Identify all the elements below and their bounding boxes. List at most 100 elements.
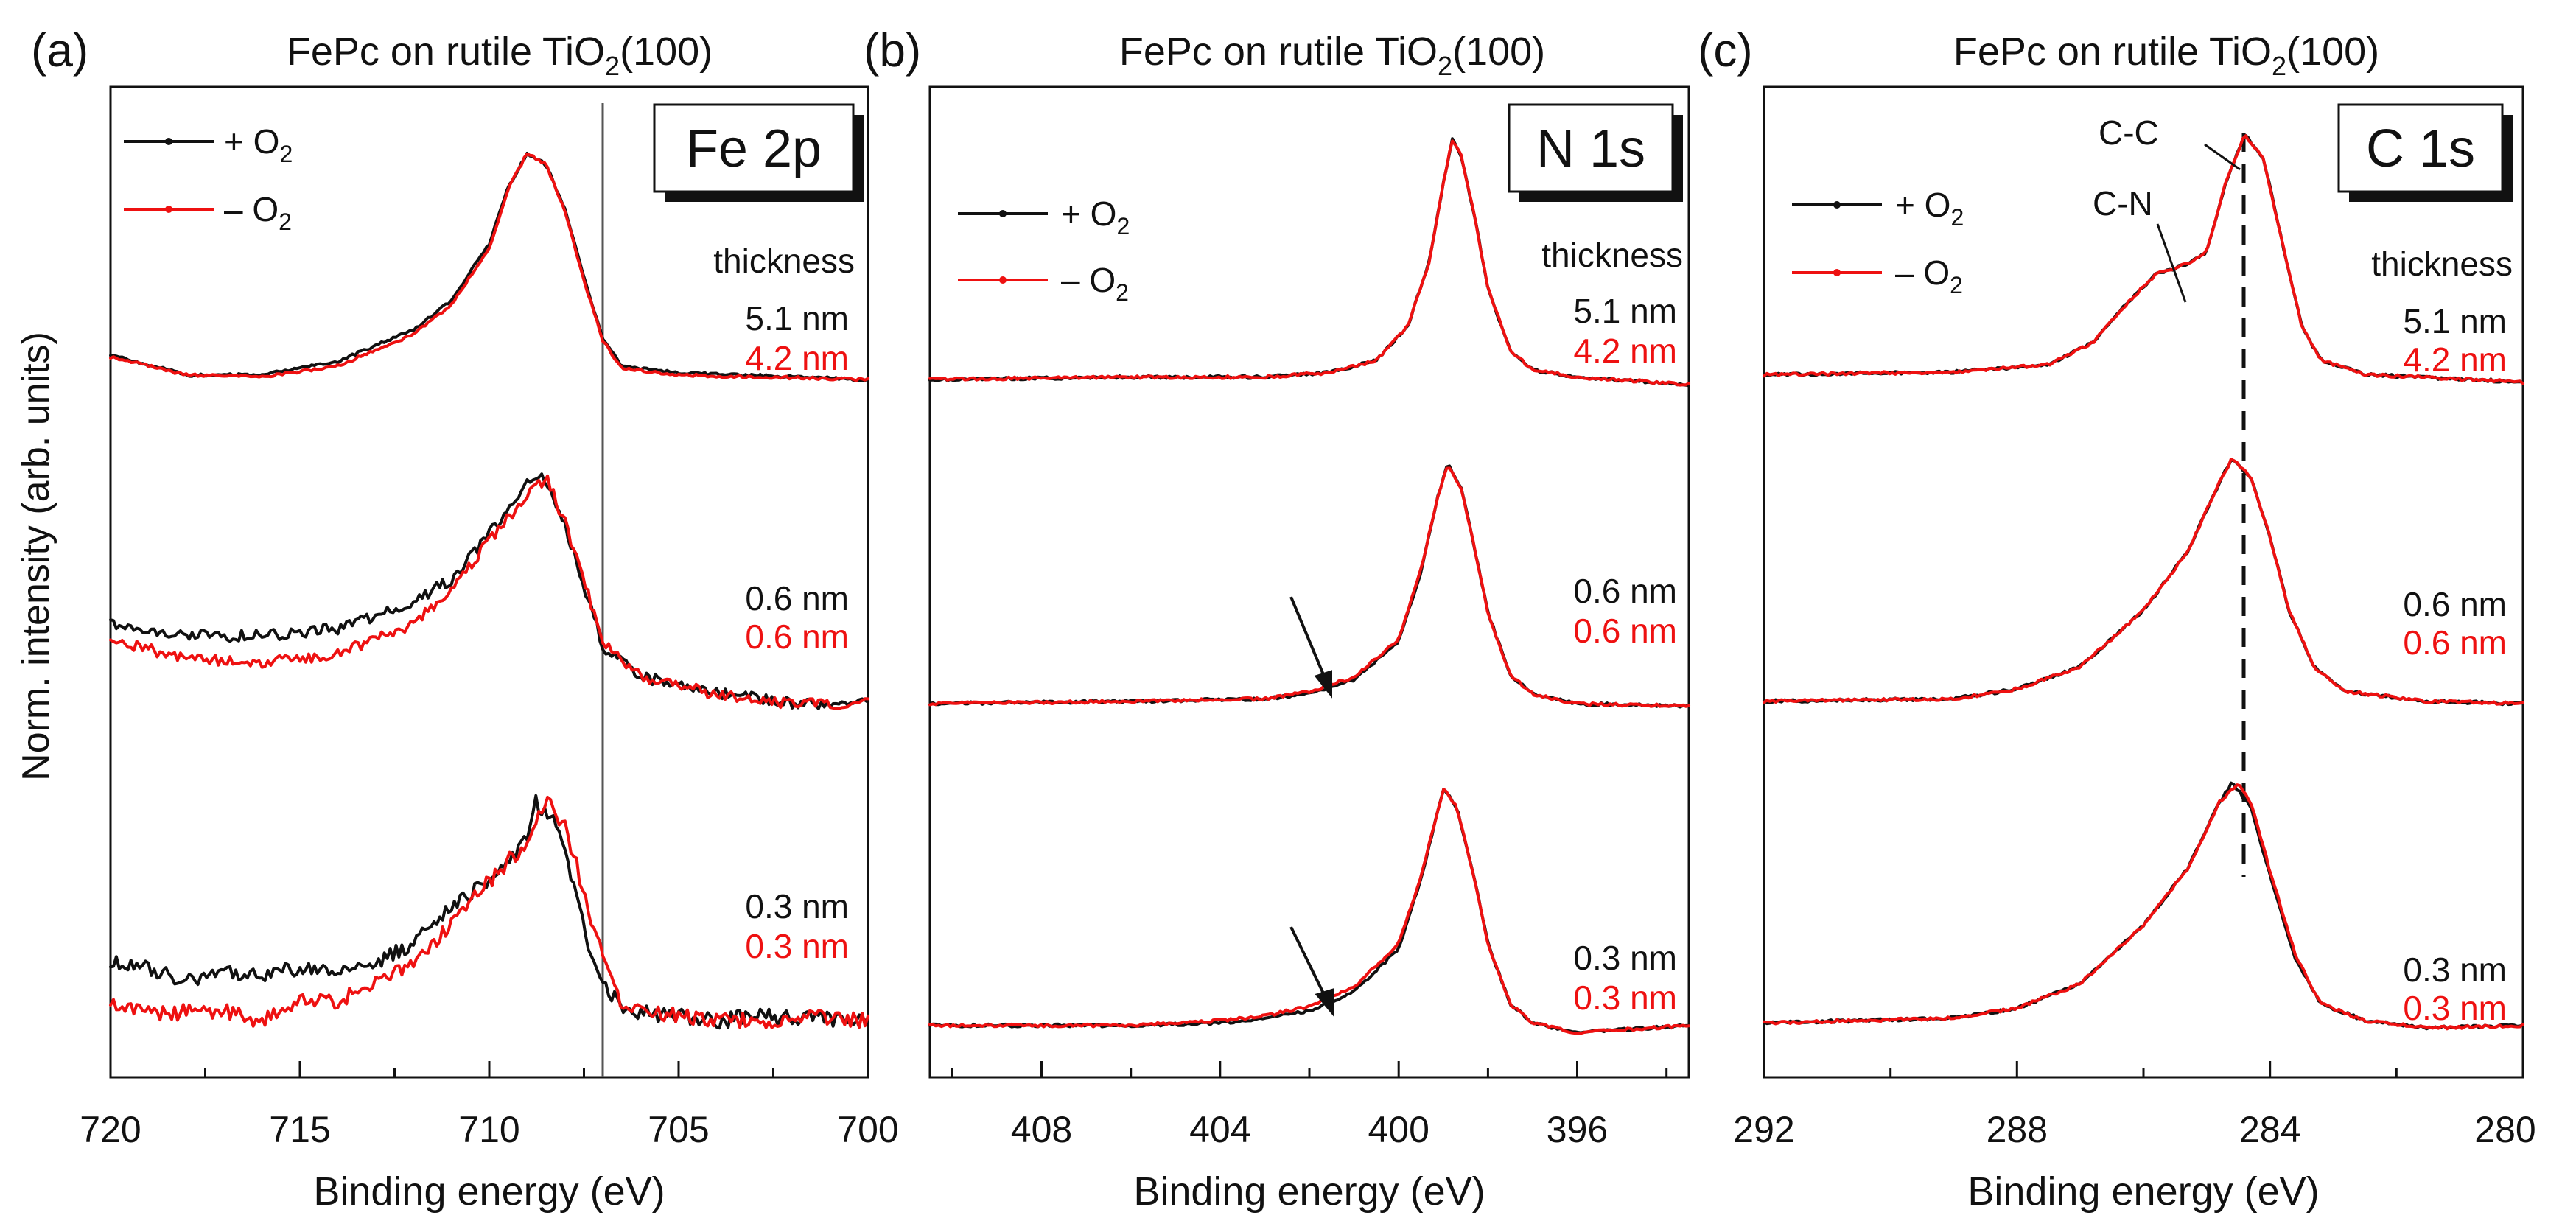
panel-b-legend: + O2 – O2 <box>958 195 1130 306</box>
thickness-c-4.2nm: 4.2 nm <box>2403 340 2507 379</box>
panel-a-thickness-labels: thickness 5.1 nm 4.2 nm 0.6 nm 0.6 nm 0.… <box>713 242 855 965</box>
panel-c-peak-annotations: C-C C-N <box>2093 113 2241 303</box>
legend-c-plus-o2-subscript: 2 <box>1950 204 1964 231</box>
spectrum-b-0.3nm-minus-o2 <box>928 788 1690 1035</box>
legend-c-minus-o2-text: – O <box>1895 253 1950 292</box>
x-tick-label-a-705: 705 <box>648 1109 709 1150</box>
panel-c-thickness-labels: thickness 5.1 nm 4.2 nm 0.6 nm 0.6 nm 0.… <box>2371 245 2513 1027</box>
thickness-c-0.3nm-black: 0.3 nm <box>2403 951 2507 989</box>
shoulder-arrow-0.6nm-shaft <box>1289 596 1328 682</box>
panel-a-x-axis-label: Binding energy (eV) <box>313 1169 665 1214</box>
panel-a-title-suffix: (100) <box>620 29 713 74</box>
spectrum-a-0.6nm-plus-o2 <box>109 472 869 710</box>
legend-b-minus-o2-label: – O2 <box>1061 261 1129 306</box>
legend-a-minus-o2-marker <box>165 206 172 213</box>
thickness-header-b: thickness <box>1541 236 1683 274</box>
x-tick-label-c-284: 284 <box>2239 1109 2300 1150</box>
panel-a-title-subscript: 2 <box>605 51 620 81</box>
spectrum-a-0.3nm-minus-o2 <box>109 795 869 1029</box>
panel-a-title-main: FePc on rutile TiO <box>287 29 605 74</box>
x-tick-label-c-280: 280 <box>2474 1109 2535 1150</box>
panel-b-spectra <box>928 137 1690 1035</box>
thickness-b-5.1nm: 5.1 nm <box>1573 292 1677 330</box>
panel-a-x-tick-labels: 720 715 710 705 700 <box>80 1109 898 1150</box>
spectrum-b-0.6nm-minus-o2 <box>928 466 1690 708</box>
legend-a-plus-o2-label: + O2 <box>224 122 293 167</box>
legend-c-plus-o2-marker <box>1833 201 1841 209</box>
core-level-box-b-face <box>1508 103 1674 193</box>
panel-a-spectra <box>109 151 869 1030</box>
panel-c-legend: + O2 – O2 <box>1792 186 1964 298</box>
panel-b-thickness-labels: thickness 5.1 nm 4.2 nm 0.6 nm 0.6 nm 0.… <box>1541 236 1683 1017</box>
spectrum-c-4.2nm-minus-o2 <box>1763 134 2524 385</box>
panel-b-x-tick-labels: 408 404 400 396 <box>1011 1109 1608 1150</box>
x-tick-label-c-292: 292 <box>1733 1109 1794 1150</box>
legend-b-minus-o2-text: – O <box>1061 261 1116 299</box>
x-tick-label-b-396: 396 <box>1547 1109 1608 1150</box>
legend-b-plus-o2-marker <box>999 210 1007 217</box>
thickness-a-0.6nm-black: 0.6 nm <box>745 579 849 617</box>
legend-c-plus-o2-label: + O2 <box>1895 186 1964 231</box>
thickness-c-0.6nm-red: 0.6 nm <box>2403 623 2507 662</box>
panel-a-label: (a) <box>31 24 88 77</box>
x-tick-label-c-288: 288 <box>1987 1109 2048 1150</box>
legend-a-plus-o2-text: + O <box>224 122 279 161</box>
panel-b: (b) FePc on rutile TiO2(100) 408 404 400… <box>864 24 1690 1214</box>
core-level-label-c: C 1s <box>2366 119 2475 178</box>
legend-b-minus-o2-marker <box>999 276 1007 284</box>
panel-b-arrows <box>1289 596 1334 1017</box>
panel-c-title: FePc on rutile TiO2(100) <box>1953 29 2379 81</box>
legend-a-minus-o2-label: – O2 <box>224 190 292 235</box>
spectrum-a-0.6nm-minus-o2 <box>109 474 869 710</box>
x-tick-label-a-720: 720 <box>80 1109 141 1150</box>
thickness-header-a: thickness <box>713 242 855 280</box>
panel-b-core-level-box: N 1s <box>1508 103 1683 202</box>
panel-c: (c) FePc on rutile TiO2(100) 292 288 284… <box>1698 24 2536 1214</box>
panel-c-core-level-box: C 1s <box>2337 103 2513 202</box>
spectrum-a-4.2nm-minus-o2 <box>109 152 869 382</box>
thickness-b-0.3nm-black: 0.3 nm <box>1573 939 1677 977</box>
panel-c-x-tick-labels: 292 288 284 280 <box>1733 1109 2535 1150</box>
annotation-c-n-leader <box>2156 223 2187 303</box>
legend-c-minus-o2-marker <box>1833 269 1841 276</box>
panel-b-title-subscript: 2 <box>1438 51 1452 81</box>
legend-c-minus-o2-label: – O2 <box>1895 253 1963 298</box>
annotation-c-c-label: C-C <box>2099 113 2159 152</box>
thickness-b-4.2nm: 4.2 nm <box>1573 332 1677 370</box>
core-level-label-a: Fe 2p <box>686 119 822 178</box>
legend-b-plus-o2-subscript: 2 <box>1116 213 1130 239</box>
legend-b-plus-o2-label: + O2 <box>1061 195 1130 239</box>
panel-c-label: (c) <box>1698 24 1753 77</box>
core-level-label-b: N 1s <box>1536 119 1645 178</box>
y-axis-label: Norm. intensity (arb. units) <box>15 332 57 781</box>
core-level-box-c-face <box>2337 103 2504 193</box>
thickness-header-c: thickness <box>2371 245 2513 283</box>
shoulder-arrow-0.3nm-head <box>1315 988 1334 1017</box>
panel-b-x-axis-label: Binding energy (eV) <box>1133 1169 1485 1214</box>
annotation-c-n-label: C-N <box>2093 184 2153 223</box>
shoulder-arrow-0.3nm-shaft <box>1289 926 1328 1000</box>
panel-a: (a) FePc on rutile TiO2(100) 720 715 710… <box>31 24 899 1214</box>
x-tick-label-a-715: 715 <box>269 1109 330 1150</box>
panel-c-title-suffix: (100) <box>2286 29 2379 74</box>
thickness-c-0.6nm-black: 0.6 nm <box>2403 585 2507 623</box>
legend-a-plus-o2-subscript: 2 <box>279 141 293 167</box>
legend-a-plus-o2-marker <box>165 138 172 145</box>
panel-c-spectra <box>1763 133 2524 1031</box>
x-tick-label-b-408: 408 <box>1011 1109 1072 1150</box>
panel-b-title: FePc on rutile TiO2(100) <box>1119 29 1545 81</box>
panel-c-x-axis-label: Binding energy (eV) <box>1967 1169 2319 1214</box>
panel-c-title-main: FePc on rutile TiO <box>1953 29 2272 74</box>
spectrum-c-0.6nm-minus-o2 <box>1763 458 2524 706</box>
spectrum-b-4.2nm-minus-o2 <box>928 139 1690 387</box>
thickness-b-0.6nm-red: 0.6 nm <box>1573 612 1677 650</box>
panel-a-legend: + O2 – O2 <box>124 122 293 235</box>
legend-b-minus-o2-subscript: 2 <box>1116 279 1129 306</box>
annotation-c-c-leader <box>2204 143 2241 171</box>
panel-b-x-ticks <box>951 1061 1668 1077</box>
panel-b-title-suffix: (100) <box>1452 29 1545 74</box>
thickness-b-0.6nm-black: 0.6 nm <box>1573 572 1677 610</box>
x-tick-label-a-710: 710 <box>458 1109 519 1150</box>
